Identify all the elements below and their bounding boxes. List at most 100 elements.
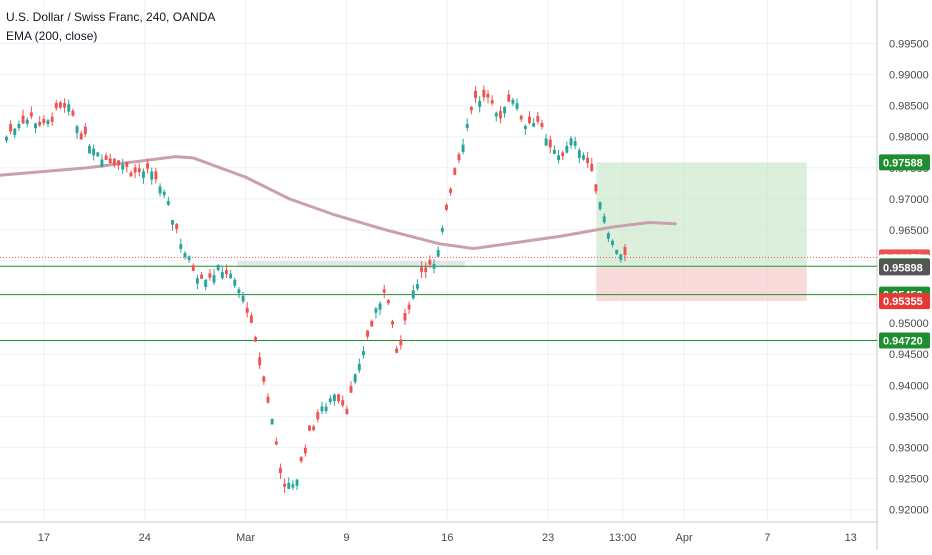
y-tick-label: 0.99500 (889, 39, 929, 51)
x-tick-label: Apr (675, 532, 692, 544)
candle-body (9, 124, 13, 132)
x-tick-label: 16 (441, 532, 453, 544)
candle-body (577, 150, 581, 158)
candle-body (619, 254, 623, 260)
price-tag-bg (879, 293, 930, 310)
candle-body (415, 284, 419, 289)
candle-body (573, 141, 577, 146)
candle-body (403, 313, 407, 321)
price-tag-bg (879, 332, 930, 349)
candle-body (374, 308, 378, 313)
candle-body (233, 279, 237, 286)
candle-body (191, 265, 195, 271)
y-tick-label: 0.98500 (889, 101, 929, 113)
candle-body (540, 122, 544, 128)
candle-body (598, 202, 602, 209)
candle-body (382, 289, 386, 293)
candle-body (171, 220, 174, 225)
candle-body (582, 155, 585, 160)
candle-body (328, 398, 332, 403)
x-tick-label: 7 (764, 532, 770, 544)
loss-zone (596, 267, 807, 302)
candle-body (445, 204, 448, 210)
candle-body (611, 240, 614, 246)
y-tick-label: 0.96500 (889, 225, 929, 237)
y-tick-label: 0.94000 (889, 380, 929, 392)
candle-body (432, 264, 436, 269)
price-tag-label: 0.97588 (883, 157, 923, 169)
y-tick-label: 0.92500 (889, 474, 929, 486)
candle-body (490, 100, 494, 104)
candle-body (154, 171, 158, 180)
candle-body (411, 290, 415, 299)
indicator-label: EMA (200, close) (6, 29, 98, 43)
candle-body (5, 136, 8, 141)
candle-body (349, 386, 353, 393)
candle-body (229, 273, 233, 279)
candle-body (278, 467, 282, 474)
candle-body (274, 441, 278, 445)
candle-body (195, 278, 199, 284)
candle-body (345, 408, 349, 415)
candle-body (370, 320, 374, 327)
candle-body (75, 126, 79, 134)
y-tick-label: 0.95000 (889, 318, 929, 330)
candle-body (117, 160, 120, 166)
candle-body (303, 447, 307, 454)
y-tick-label: 0.93000 (889, 442, 929, 454)
candle-body (561, 152, 565, 157)
x-tick-label: 13 (845, 532, 857, 544)
chart-title: U.S. Dollar / Swiss Franc, 240, OANDA (6, 10, 216, 24)
candle-body (498, 111, 502, 119)
candle-body (337, 394, 341, 402)
candle-body (486, 93, 490, 98)
price-tag-label: 0.94720 (883, 336, 923, 348)
candle-body (146, 163, 150, 169)
chart-legend: U.S. Dollar / Swiss Franc, 240, OANDA EM… (6, 8, 215, 46)
candle-body (216, 264, 220, 271)
candle-body (395, 348, 399, 353)
candle-body (241, 295, 245, 302)
candle-body (316, 412, 320, 420)
candle-body (38, 121, 42, 126)
candle-body (133, 167, 137, 173)
candle-body (34, 123, 37, 129)
candle-body (21, 115, 25, 124)
candle-body (121, 164, 125, 170)
candle-body (569, 138, 573, 146)
candle-body (104, 155, 108, 160)
candle-body (295, 479, 299, 486)
candle-body (469, 106, 473, 111)
candle-body (503, 106, 507, 114)
y-tick-label: 0.97000 (889, 194, 929, 206)
candle-body (548, 139, 552, 148)
candle-body (565, 145, 569, 153)
candle-body (465, 124, 469, 128)
candle-body (428, 259, 432, 265)
candle-body (341, 400, 345, 406)
candle-body (586, 157, 590, 164)
candle-body (17, 124, 21, 128)
candle-body (552, 149, 556, 154)
candle-body (590, 163, 594, 172)
candle-body (237, 289, 241, 294)
candle-body (602, 216, 606, 223)
candle-body (544, 138, 548, 146)
y-tick-label: 0.93500 (889, 411, 929, 423)
candle-body (158, 186, 162, 194)
candle-body (13, 128, 17, 136)
candle-body (63, 103, 67, 108)
y-tick-label: 0.98000 (889, 132, 929, 144)
x-tick-label: 24 (139, 532, 151, 544)
candle-body (615, 249, 619, 254)
candle-body (357, 363, 361, 371)
candle-body (46, 120, 50, 125)
candle-body (258, 357, 262, 366)
candle-body (519, 115, 523, 120)
candle-body (25, 119, 29, 124)
candle-body (511, 99, 515, 104)
candle-body (112, 158, 116, 165)
candle-body (88, 145, 91, 154)
